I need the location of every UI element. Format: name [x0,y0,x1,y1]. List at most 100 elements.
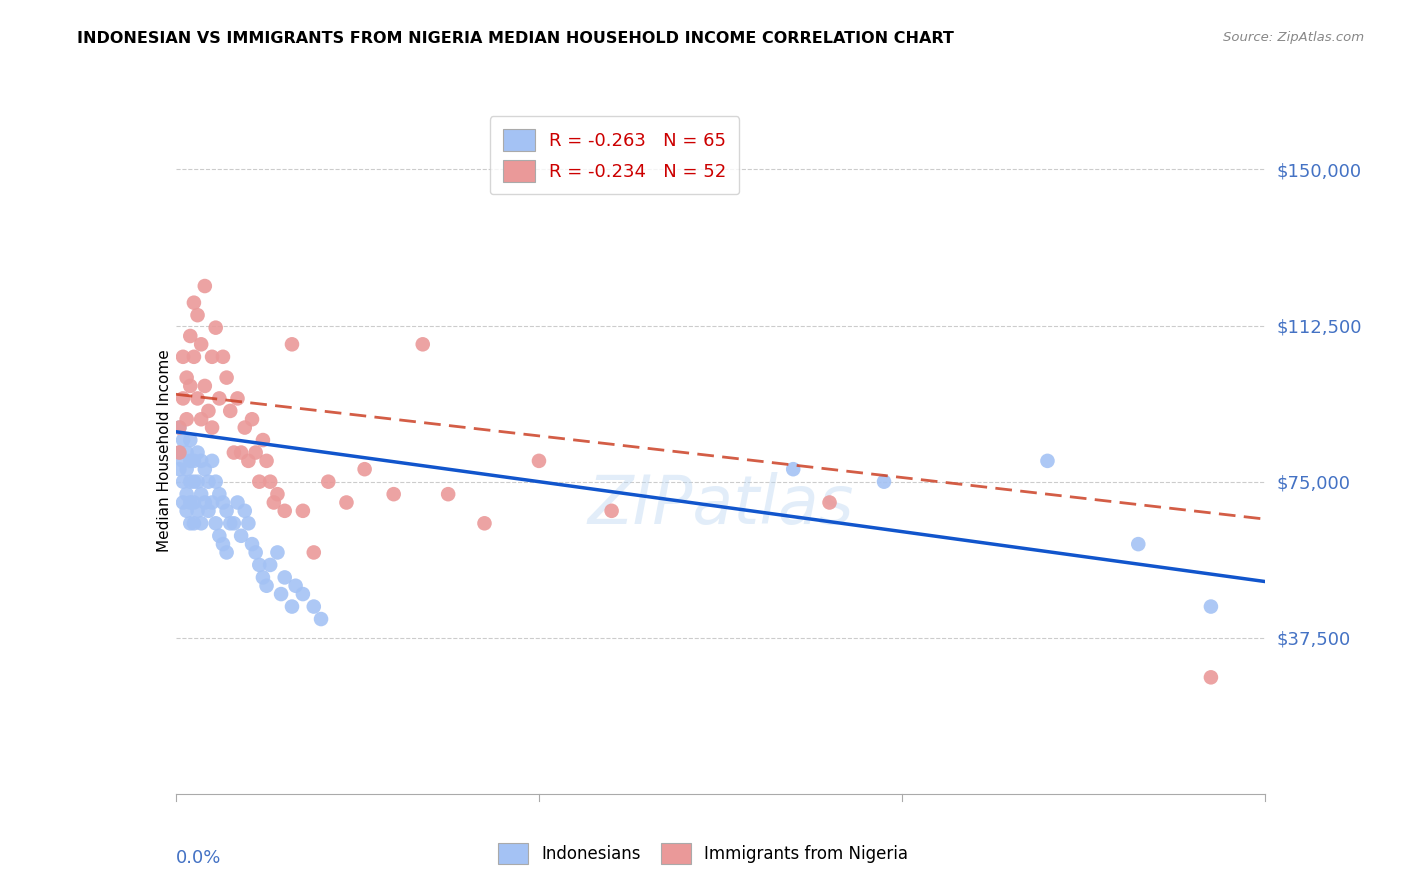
Point [284,579,307,593]
Point [183,495,205,509]
Point [204,475,226,489]
Point [309,612,332,626]
Point [240,412,263,426]
Point [176,412,198,426]
Point [169,462,191,476]
Text: Source: ZipAtlas.com: Source: ZipAtlas.com [1223,31,1364,45]
Point [259,558,281,572]
Point [197,475,219,489]
Point [527,454,550,468]
Point [172,475,194,489]
Point [247,475,270,489]
Point [382,487,405,501]
Point [266,545,288,559]
Point [256,454,278,468]
Point [233,504,256,518]
Point [208,392,231,406]
Point [263,495,285,509]
Point [291,504,314,518]
Point [176,504,198,518]
Point [179,433,201,447]
Point [201,420,224,434]
Point [169,445,191,459]
Point [194,279,217,293]
Point [240,537,263,551]
Point [252,570,274,584]
Point [183,516,205,531]
Point [274,570,297,584]
Text: INDONESIAN VS IMMIGRANTS FROM NIGERIA MEDIAN HOUSEHOLD INCOME CORRELATION CHART: INDONESIAN VS IMMIGRANTS FROM NIGERIA ME… [77,31,955,46]
Text: ZIPatlas: ZIPatlas [588,473,853,539]
Point [226,392,249,406]
Point [208,487,231,501]
Point [233,420,256,434]
Point [201,350,224,364]
Point [266,487,288,501]
Point [208,529,231,543]
Point [183,475,205,489]
Point [186,308,209,322]
Point [194,495,217,509]
Point [190,337,212,351]
Point [219,516,242,531]
Point [215,545,238,559]
Point [172,392,194,406]
Point [302,545,325,559]
Point [169,420,191,434]
Point [222,445,245,459]
Point [245,545,267,559]
Point [186,504,209,518]
Point [212,350,235,364]
Point [169,420,191,434]
Point [281,337,304,351]
Point [215,370,238,384]
Point [183,454,205,468]
Point [201,454,224,468]
Point [226,495,249,509]
Point [291,587,314,601]
Point [176,370,198,384]
Point [873,475,896,489]
Text: 0.0%: 0.0% [176,849,221,867]
Point [201,495,224,509]
Point [245,445,267,459]
Point [412,337,434,351]
Legend: R = -0.263   N = 65, R = -0.234   N = 52: R = -0.263 N = 65, R = -0.234 N = 52 [489,116,740,194]
Point [179,516,201,531]
Point [231,529,253,543]
Point [238,454,260,468]
Legend: Indonesians, Immigrants from Nigeria: Indonesians, Immigrants from Nigeria [491,837,915,871]
Point [252,433,274,447]
Point [186,475,209,489]
Point [204,516,226,531]
Point [318,475,340,489]
Point [270,587,292,601]
Point [600,504,623,518]
Point [212,537,235,551]
Point [247,558,270,572]
Point [212,495,235,509]
Point [179,495,201,509]
Point [179,475,201,489]
Point [219,404,242,418]
Point [172,454,194,468]
Point [179,379,201,393]
Point [782,462,804,476]
Point [1199,670,1222,684]
Point [197,504,219,518]
Point [231,445,253,459]
Point [437,487,460,501]
Point [302,599,325,614]
Point [172,350,194,364]
Point [172,495,194,509]
Point [169,445,191,459]
Point [256,579,278,593]
Point [176,487,198,501]
Point [190,454,212,468]
Point [186,445,209,459]
Point [238,516,260,531]
Point [190,487,212,501]
Point [194,462,217,476]
Point [222,516,245,531]
Point [176,445,198,459]
